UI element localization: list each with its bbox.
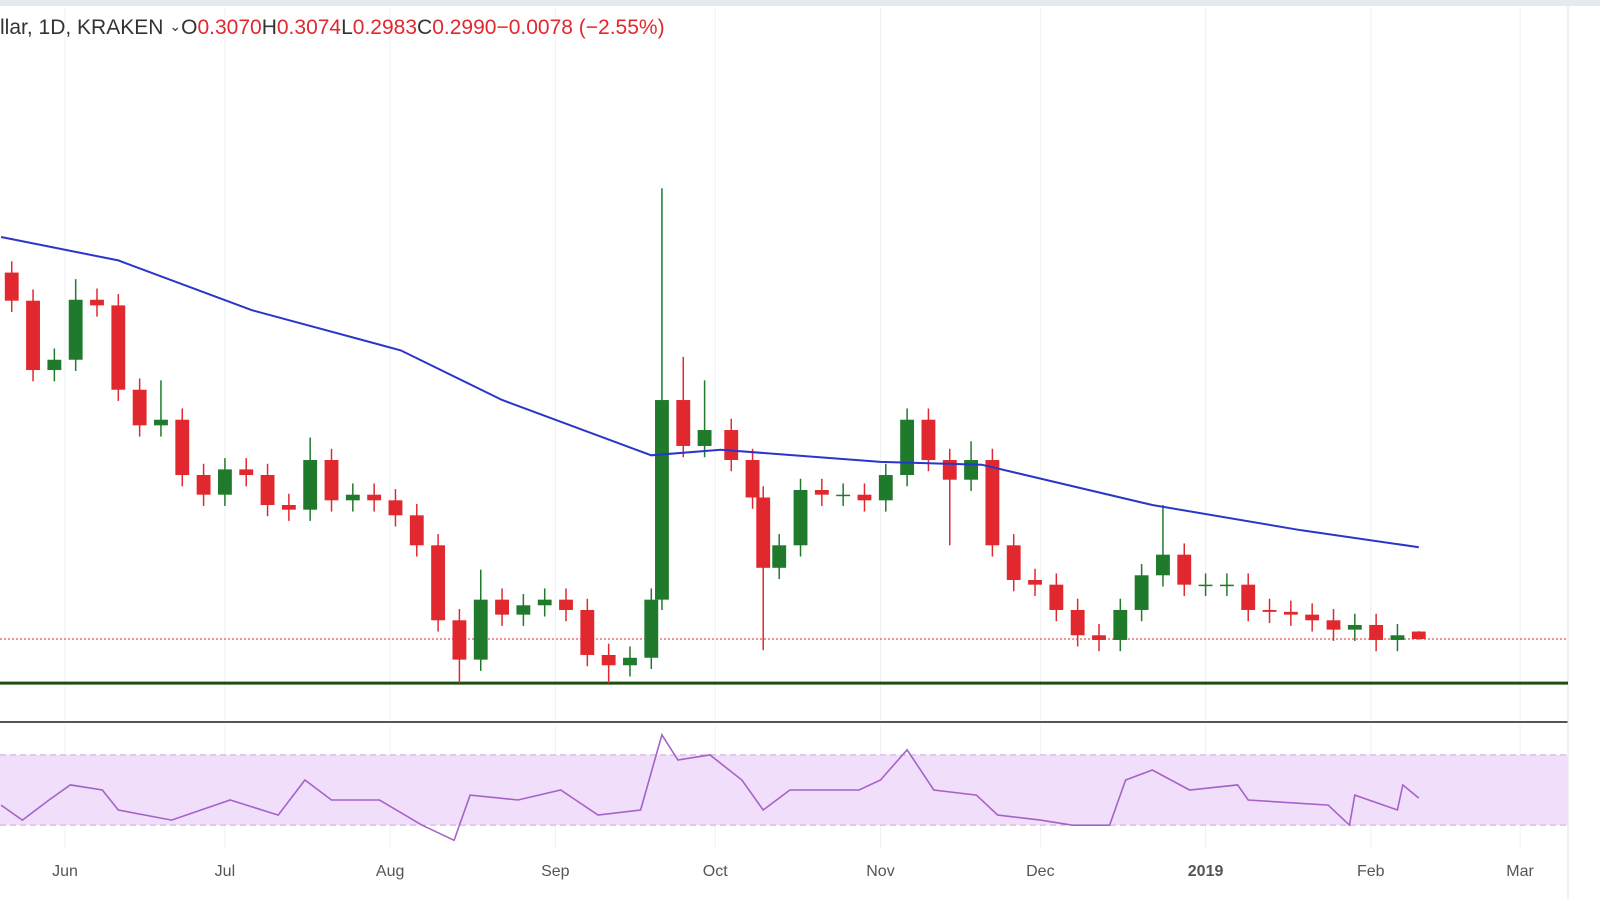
candle-body — [4, 272, 19, 301]
candle-body — [1049, 584, 1064, 610]
candle-body — [324, 460, 339, 501]
candle-body — [495, 599, 509, 615]
ohlc-value: 0.2990 — [432, 16, 497, 39]
candle-body — [303, 460, 318, 510]
candle-body — [1326, 620, 1341, 630]
ohlc-key: C — [417, 16, 433, 39]
candle-body — [367, 494, 382, 501]
candle-body — [111, 305, 126, 390]
ohlc-value: 0.3070 — [197, 16, 262, 39]
candle-body — [1219, 584, 1234, 587]
candle-body — [516, 605, 531, 615]
candle-body — [772, 545, 787, 568]
candle-body — [1070, 609, 1085, 636]
candle-body — [1198, 584, 1213, 587]
candle-body — [1262, 609, 1277, 612]
candle-body — [1283, 611, 1298, 615]
legend-header: llar, 1D, KRAKEN ⌄O0.3070H0.3074L0.2983C0… — [0, 16, 665, 40]
candle-body — [623, 657, 637, 666]
candle-body — [793, 490, 808, 546]
x-tick-label: Aug — [376, 863, 404, 880]
candle-body — [814, 490, 829, 495]
candle-body — [1411, 631, 1426, 640]
candle-body — [1134, 575, 1149, 610]
candle-body — [1390, 635, 1405, 640]
candle-body — [745, 460, 760, 498]
candle-body — [409, 515, 424, 546]
candle-body — [900, 419, 915, 476]
candle-body — [26, 300, 40, 371]
candle-body — [857, 494, 872, 501]
ohlc-value: 0.2983 — [352, 16, 418, 39]
x-tick-label: Oct — [703, 863, 728, 880]
x-tick-label: Mar — [1506, 863, 1534, 880]
candle-body — [878, 475, 893, 501]
candle-body — [1156, 554, 1170, 576]
x-tick-label: Dec — [1026, 863, 1054, 880]
candle-body — [90, 299, 104, 306]
candle-body — [655, 400, 669, 600]
candle-body — [921, 419, 936, 461]
candle-body — [559, 599, 573, 610]
candle-body — [1305, 614, 1320, 621]
candle-body — [644, 599, 659, 658]
ohlc-key: L — [341, 16, 353, 39]
candle-body — [756, 497, 771, 568]
candle-body — [676, 400, 691, 446]
candle-body — [388, 500, 403, 516]
candle-body — [601, 654, 616, 666]
candle-body — [1241, 584, 1256, 610]
symbol[interactable]: llar, 1D, KRAKEN — [0, 16, 164, 39]
candle-body — [724, 430, 739, 461]
x-tick-label: Sep — [541, 863, 570, 880]
candle-body — [154, 419, 168, 426]
candle-body — [281, 505, 296, 510]
candle-body — [580, 609, 595, 655]
candle-body — [1006, 545, 1021, 580]
change: −0.0078 (−2.55%) — [496, 16, 665, 39]
candle-body — [942, 460, 957, 480]
candle-body — [1092, 635, 1106, 640]
x-tick-label: Jun — [52, 863, 78, 880]
candle-body — [217, 469, 232, 495]
candle-body — [836, 494, 851, 497]
symbol-dropdown[interactable]: ⌄ — [169, 18, 182, 34]
candle-body — [964, 460, 979, 480]
candle-body — [431, 545, 446, 621]
candle-body — [68, 299, 83, 360]
candle-body — [239, 469, 254, 476]
candle-body — [1177, 554, 1192, 585]
x-tick-label: 2019 — [1188, 863, 1224, 880]
ohlc-value: 0.3074 — [276, 16, 342, 39]
moving-average-line — [0, 236, 1419, 549]
x-tick-label: Nov — [866, 863, 894, 880]
x-tick-label: Feb — [1357, 863, 1385, 880]
candle-body — [47, 359, 62, 371]
candle-body — [260, 475, 275, 506]
candle-body — [1028, 579, 1042, 585]
candle-body — [175, 419, 190, 476]
ohlc-key: O — [181, 16, 198, 39]
rsi-line — [0, 732, 1420, 842]
candle-body — [473, 599, 488, 660]
candle-body — [1113, 609, 1128, 640]
rsi-band — [0, 754, 1568, 826]
x-tick-label: Jul — [215, 863, 235, 880]
top-bar — [0, 0, 1600, 6]
ohlc-key: H — [261, 16, 277, 39]
candle-body — [452, 620, 467, 660]
candle-body — [985, 460, 1000, 546]
candle-body — [537, 599, 552, 606]
candle-body — [1347, 624, 1362, 630]
candle-body — [345, 494, 360, 501]
candle-body — [1369, 624, 1384, 640]
candle-body — [697, 430, 712, 446]
candle-body — [196, 475, 211, 495]
candle-body — [132, 389, 147, 426]
